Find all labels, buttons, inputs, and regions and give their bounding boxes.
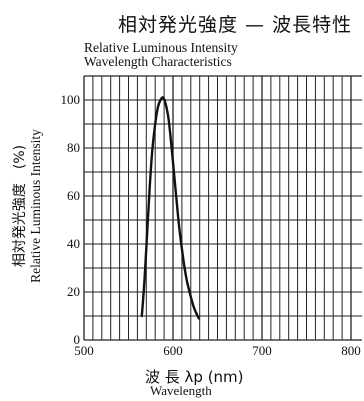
- y-tick-label: 100: [61, 92, 81, 107]
- x-tick-label: 800: [341, 343, 361, 358]
- y-tick-label: 80: [67, 140, 80, 155]
- x-tick-label: 600: [163, 343, 183, 358]
- x-tick-label: 700: [252, 343, 272, 358]
- grid: [83, 75, 362, 341]
- y-tick-label: 0: [74, 332, 81, 347]
- y-tick-label: 20: [67, 284, 80, 299]
- chart-subtitle-line-1: Relative Luminous Intensity: [84, 40, 238, 55]
- y-tick-label: 60: [67, 188, 80, 203]
- x-axis-label: 波 長 λp (nm): [145, 368, 244, 386]
- series-line: [140, 96, 200, 320]
- tick-labels: 0 20 40 60 80 100 500 600 700 800: [61, 92, 361, 358]
- chart-title: 相対発光強度 — 波長特性: [118, 14, 353, 36]
- x-tick-label: 500: [74, 343, 94, 358]
- chart-subtitle-line-2: Wavelength Characteristics: [84, 54, 232, 69]
- y-tick-label: 40: [67, 236, 80, 251]
- x-axis-label-en: Wavelength: [150, 383, 212, 398]
